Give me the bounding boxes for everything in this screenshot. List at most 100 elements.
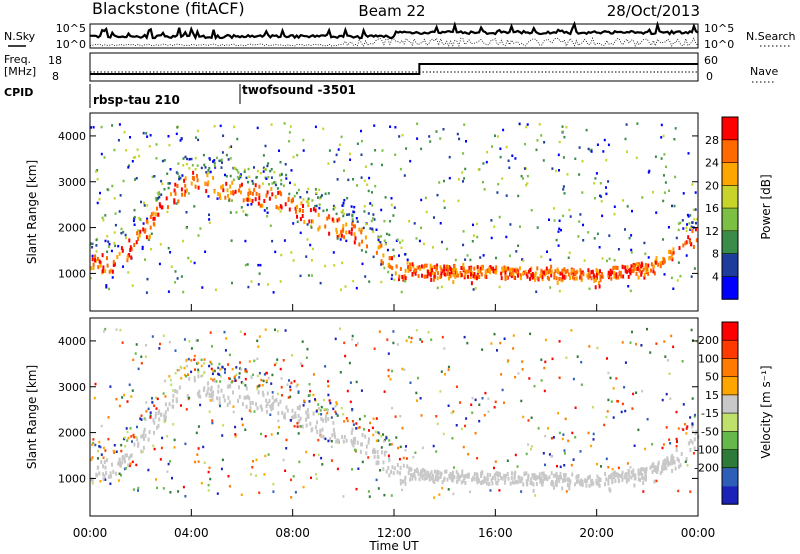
- power-echo-cell: [293, 195, 296, 198]
- velocity-echo-cell: [595, 481, 598, 486]
- velocity-echo-cell: [685, 432, 688, 435]
- velocity-echo-cell: [570, 463, 573, 467]
- velocity-echo-cell: [458, 477, 461, 482]
- velocity-echo-cell: [644, 447, 647, 451]
- power-echo-cell: [560, 228, 562, 232]
- velocity-echo-cell: [184, 373, 186, 377]
- velocity-echo-cell: [187, 357, 190, 361]
- velocity-echo-cell: [131, 440, 133, 443]
- power-echo-cell: [614, 274, 617, 279]
- velocity-echo-cell: [566, 477, 569, 482]
- velocity-echo-cell: [274, 328, 276, 331]
- power-echo-cell: [685, 229, 688, 233]
- velocity-echo-cell: [672, 456, 675, 461]
- power-echo-cell: [366, 183, 369, 186]
- colorbar-swatch: [722, 358, 738, 378]
- velocity-echo-cell: [264, 454, 267, 458]
- power-echo-cell: [190, 181, 193, 186]
- velocity-echo-cell: [296, 425, 299, 428]
- velocity-echo-cell: [92, 441, 95, 445]
- velocity-echo-cell: [686, 464, 689, 467]
- power-echo-cell: [315, 191, 318, 195]
- power-echo-cell: [637, 266, 640, 271]
- velocity-echo-cell: [555, 483, 558, 488]
- velocity-echo-cell: [444, 373, 446, 376]
- velocity-echo-cell: [530, 477, 533, 482]
- power-echo-cell: [636, 122, 639, 125]
- velocity-echo-cell: [371, 426, 374, 430]
- power-echo-cell: [635, 271, 638, 276]
- velocity-echo-cell: [435, 470, 438, 475]
- velocity-echo-cell: [493, 406, 496, 409]
- power-echo-cell: [582, 272, 585, 277]
- velocity-echo-cell: [544, 338, 547, 342]
- power-echo-cell: [310, 226, 313, 229]
- power-echo-cell: [335, 227, 338, 232]
- colorbar-tick-label: 200: [698, 334, 719, 347]
- velocity-echo-cell: [604, 482, 606, 487]
- n-sky-label: N.Sky: [4, 30, 36, 43]
- velocity-echo-cell: [231, 367, 234, 371]
- power-echo-cell: [279, 204, 282, 209]
- power-echo-cell: [266, 211, 269, 214]
- power-echo-cell: [588, 273, 591, 278]
- power-echo-cell: [503, 265, 506, 270]
- velocity-echo-cell: [497, 478, 500, 483]
- power-echo-cell: [662, 238, 664, 241]
- power-echo-cell: [248, 175, 251, 178]
- power-echo-cell: [228, 146, 231, 149]
- power-echo-cell: [314, 204, 317, 208]
- power-echo-cell: [457, 178, 460, 181]
- colorbar-tick-label: 100: [698, 352, 719, 365]
- power-echo-cell: [418, 239, 421, 243]
- power-echo-cell: [446, 247, 449, 251]
- velocity-echo-cell: [135, 343, 138, 346]
- power-echo-cell: [535, 290, 538, 293]
- velocity-echo-cell: [268, 399, 271, 403]
- power-echo-cell: [464, 273, 467, 278]
- velocity-echo-cell: [178, 385, 181, 390]
- power-echo-cell: [341, 209, 344, 212]
- velocity-echo-cell: [94, 382, 97, 386]
- power-echo-cell: [536, 276, 539, 281]
- velocity-echo-cell: [164, 395, 167, 398]
- velocity-echo-cell: [481, 348, 484, 351]
- velocity-echo-cell: [627, 468, 630, 473]
- power-echo-cell: [135, 177, 138, 180]
- power-echo-cell: [689, 214, 692, 217]
- velocity-echo-cell: [613, 470, 616, 475]
- velocity-echo-cell: [193, 376, 196, 381]
- power-echo-cell: [469, 258, 472, 262]
- velocity-echo-cell: [630, 475, 633, 480]
- velocity-echo-cell: [330, 440, 333, 443]
- power-echo-cell: [663, 174, 665, 177]
- power-echo-cell: [562, 185, 565, 188]
- velocity-echo-cell: [252, 373, 254, 377]
- velocity-echo-cell: [653, 479, 656, 484]
- power-echo-cell: [420, 198, 423, 202]
- power-echo-cell: [538, 123, 541, 126]
- power-echo-cell: [606, 259, 608, 263]
- velocity-echo-cell: [207, 381, 209, 386]
- velocity-echo-cell: [446, 477, 449, 482]
- power-echo-cell: [288, 131, 291, 134]
- power-echo-cell: [581, 270, 584, 275]
- power-echo-cell: [590, 148, 593, 152]
- power-echo-cell: [372, 217, 375, 220]
- colorbar-tick-label: 20: [705, 179, 719, 192]
- colorbar-tick-label: 24: [705, 157, 719, 170]
- velocity-echo-cell: [330, 445, 333, 448]
- power-echo-cell: [469, 269, 472, 274]
- power-echo-cell: [686, 213, 689, 217]
- power-echo-cell: [617, 248, 620, 251]
- velocity-echo-cell: [342, 413, 345, 416]
- power-echo-cell: [224, 195, 227, 200]
- velocity-echo-cell: [668, 461, 670, 466]
- velocity-echo-cell: [219, 375, 222, 378]
- power-echo-cell: [132, 219, 135, 223]
- power-echo-cell: [598, 284, 601, 289]
- power-echo-cell: [106, 235, 109, 238]
- power-echo-cell: [486, 150, 489, 154]
- power-echo-cell: [90, 242, 92, 246]
- power-echo-cell: [562, 188, 565, 191]
